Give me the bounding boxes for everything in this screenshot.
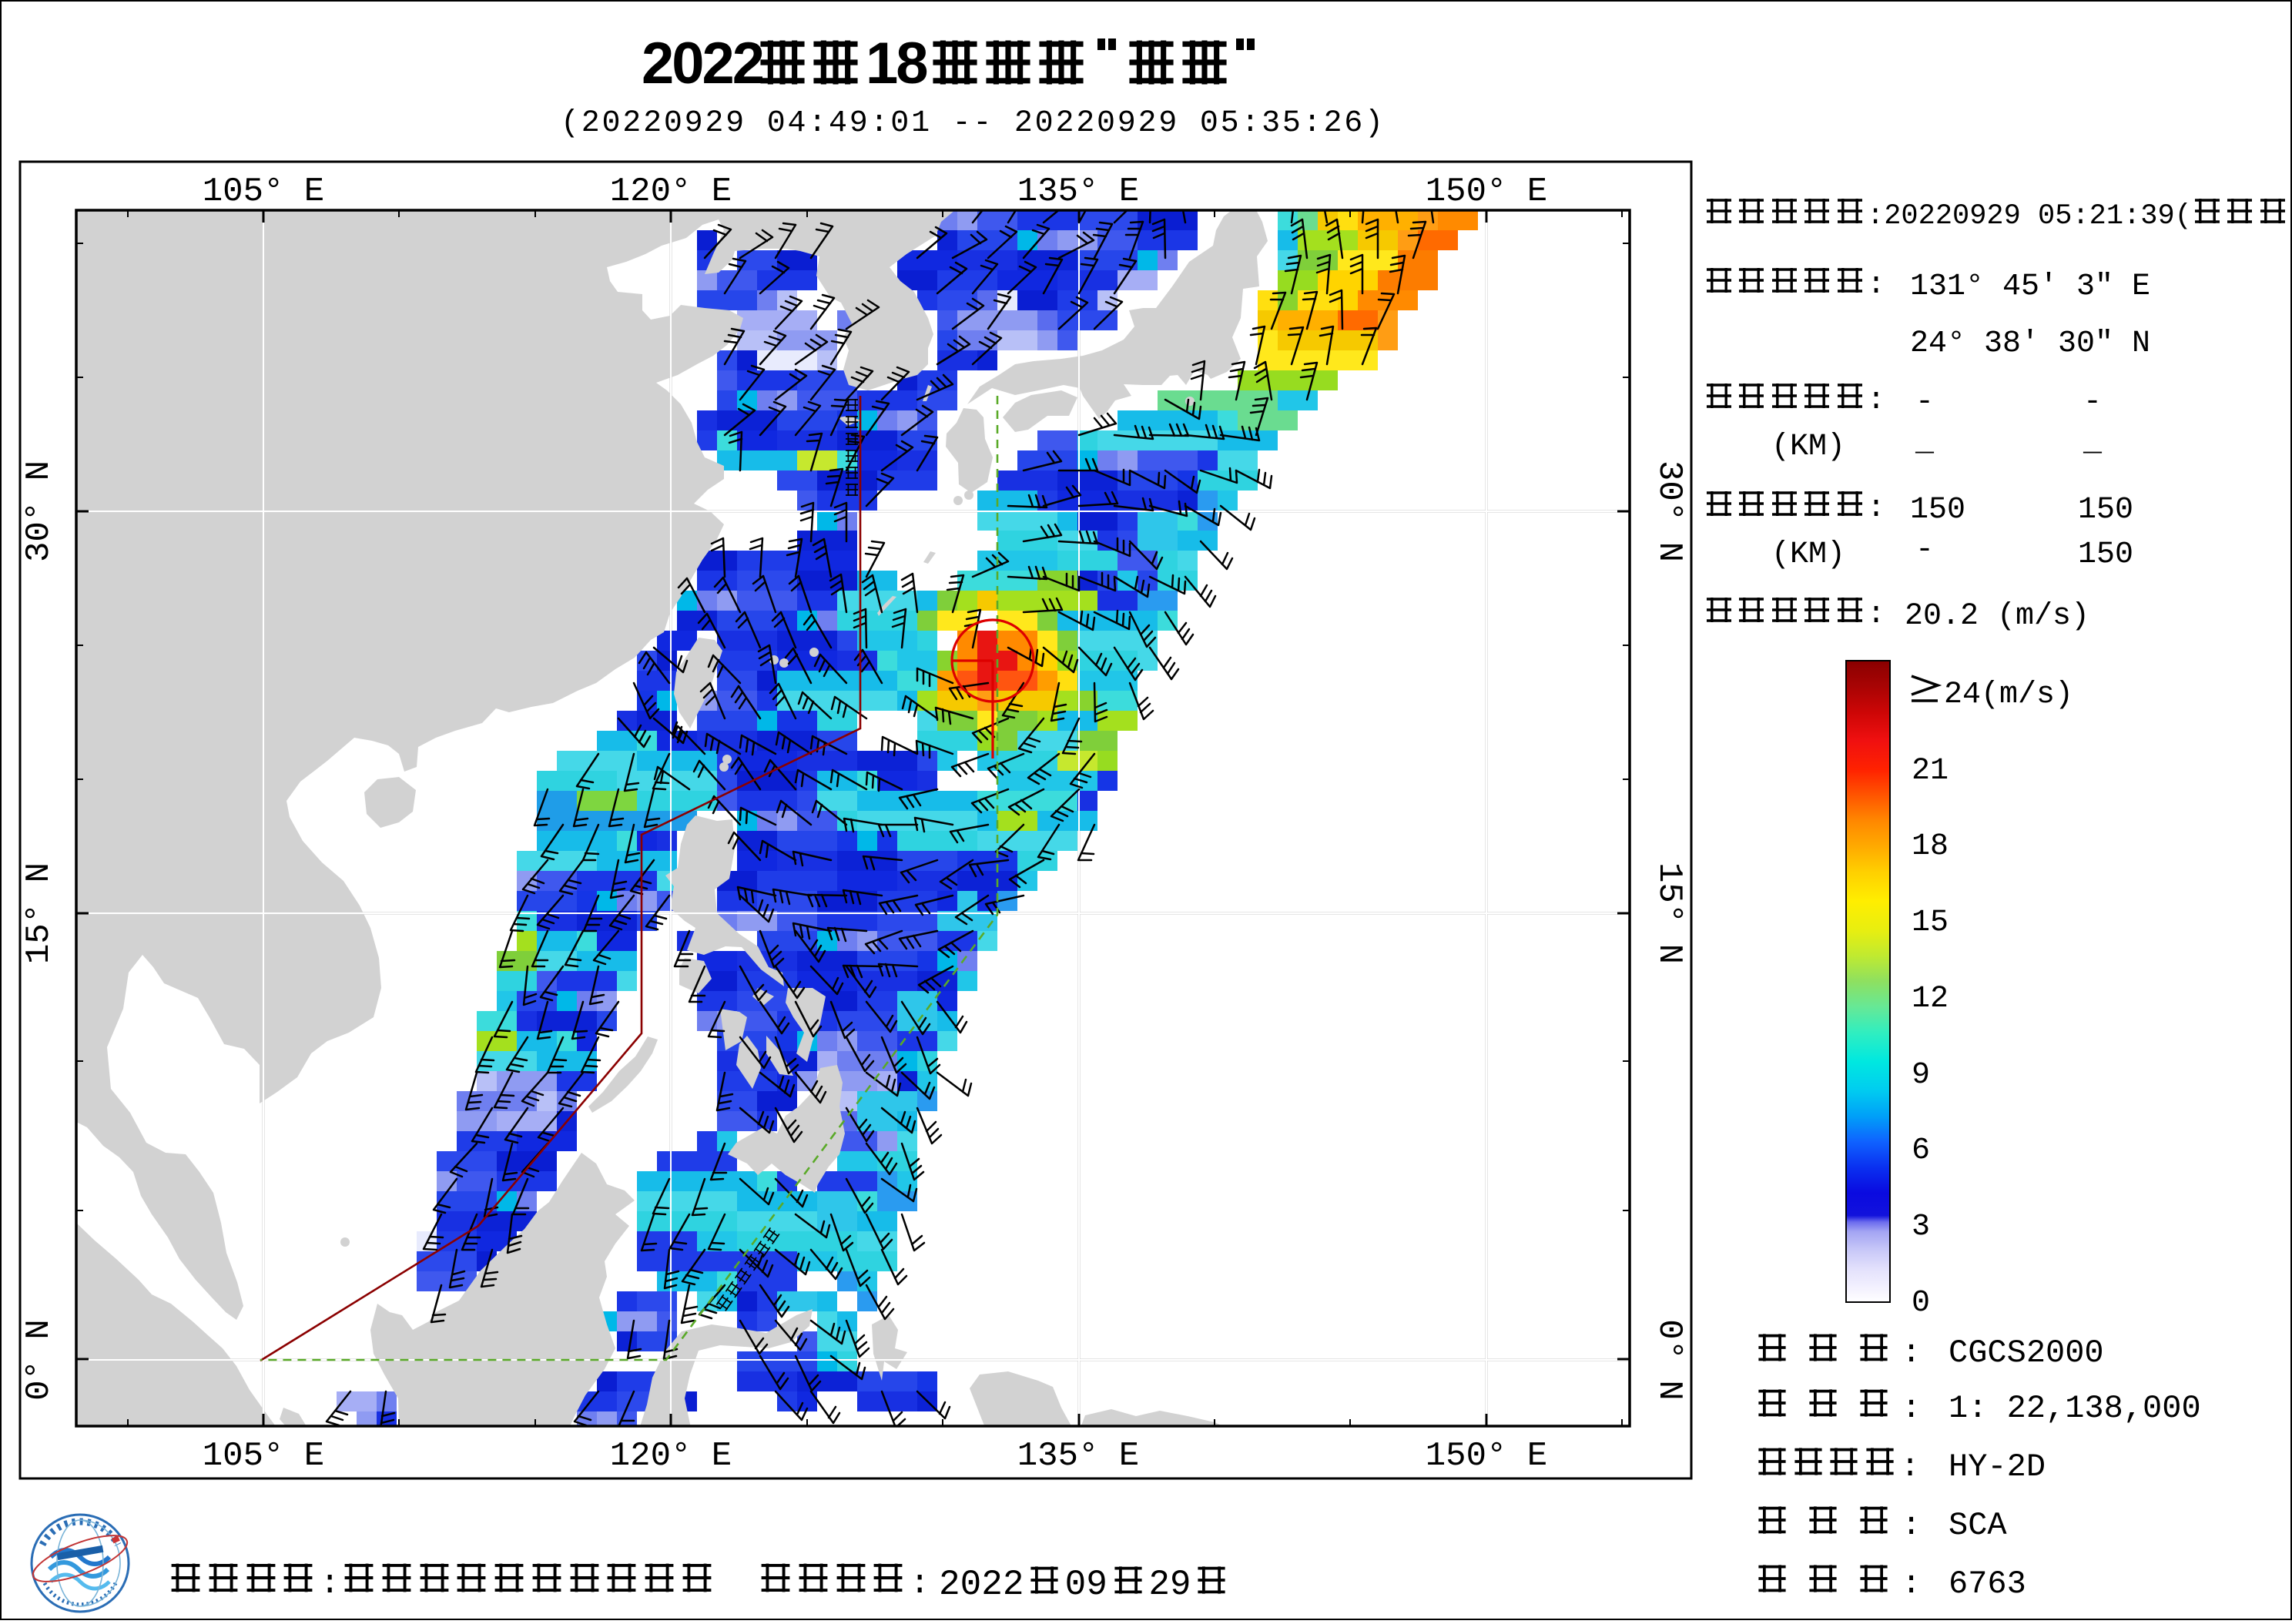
svg-text::: :	[1902, 1334, 1921, 1371]
svg-text:0° N: 0° N	[1650, 1319, 1688, 1401]
svg-text:120° E: 120° E	[610, 172, 732, 211]
svg-text:): )	[2290, 200, 2292, 233]
svg-text:6: 6	[1912, 1133, 1930, 1168]
svg-text:30° N: 30° N	[20, 460, 59, 562]
svg-text:15: 15	[1912, 906, 1949, 940]
svg-text::: :	[1867, 383, 1885, 418]
svg-text:(KM): (KM)	[1771, 430, 1845, 464]
svg-text:15° N: 15° N	[1650, 862, 1688, 964]
svg-text:HY-2D: HY-2D	[1949, 1448, 2046, 1485]
svg-text:09: 09	[1065, 1565, 1107, 1605]
svg-text::: :	[1867, 268, 1885, 303]
svg-text:135° E: 135° E	[1017, 172, 1139, 211]
svg-text:24° 38' 30" N: 24° 38' 30" N	[1910, 326, 2150, 361]
svg-text:120° E: 120° E	[610, 1437, 732, 1475]
svg-text:20.2 (m/s): 20.2 (m/s)	[1905, 599, 2089, 634]
svg-text:18: 18	[866, 31, 927, 96]
svg-text::: :	[1902, 1390, 1921, 1427]
svg-text::: :	[1901, 1448, 1920, 1485]
svg-text:_: _	[1915, 425, 1935, 460]
svg-text:24(m/s): 24(m/s)	[1944, 678, 2073, 712]
svg-text::: :	[320, 1565, 340, 1603]
svg-text::20220929 05:21:39(: :20220929 05:21:39(	[1867, 200, 2192, 233]
svg-text:105° E: 105° E	[203, 172, 324, 211]
svg-text::: :	[1902, 1507, 1921, 1544]
svg-text:9: 9	[1912, 1058, 1930, 1093]
svg-text:150° E: 150° E	[1426, 1437, 1547, 1475]
svg-text:2022: 2022	[939, 1565, 1024, 1605]
svg-text:SCA: SCA	[1949, 1507, 2007, 1544]
svg-text:-: -	[1915, 385, 1934, 420]
svg-text::: :	[1902, 1565, 1921, 1602]
svg-text:150: 150	[2078, 493, 2133, 527]
svg-text:150: 150	[2078, 537, 2133, 572]
svg-text:0° N: 0° N	[20, 1319, 59, 1401]
svg-text:21: 21	[1912, 754, 1949, 789]
svg-text:-: -	[2083, 385, 2102, 420]
svg-text::: :	[910, 1565, 930, 1603]
svg-text:2022: 2022	[642, 31, 763, 96]
svg-text:-: -	[1915, 533, 1934, 568]
svg-text:6763: 6763	[1949, 1565, 2026, 1602]
svg-text:CGCS2000: CGCS2000	[1949, 1334, 2104, 1371]
svg-text:(KM): (KM)	[1771, 537, 1845, 572]
svg-text:0: 0	[1912, 1286, 1930, 1321]
svg-text:150: 150	[1910, 493, 1965, 527]
svg-text:1: 22,138,000: 1: 22,138,000	[1949, 1390, 2201, 1427]
svg-text:135° E: 135° E	[1017, 1437, 1139, 1475]
svg-text:105° E: 105° E	[203, 1437, 324, 1475]
svg-text:131° 45' 3" E: 131° 45' 3" E	[1910, 270, 2150, 304]
svg-text::: :	[1867, 598, 1885, 632]
svg-text:_: _	[2083, 425, 2103, 460]
svg-text:3: 3	[1912, 1210, 1930, 1244]
svg-text:12: 12	[1912, 982, 1949, 1016]
svg-text:15° N: 15° N	[20, 862, 59, 964]
svg-text::: :	[1867, 491, 1885, 526]
svg-text:18: 18	[1912, 829, 1949, 864]
svg-text:29: 29	[1148, 1565, 1191, 1605]
svg-text:30° N: 30° N	[1650, 460, 1688, 562]
svg-text:150° E: 150° E	[1426, 172, 1547, 211]
